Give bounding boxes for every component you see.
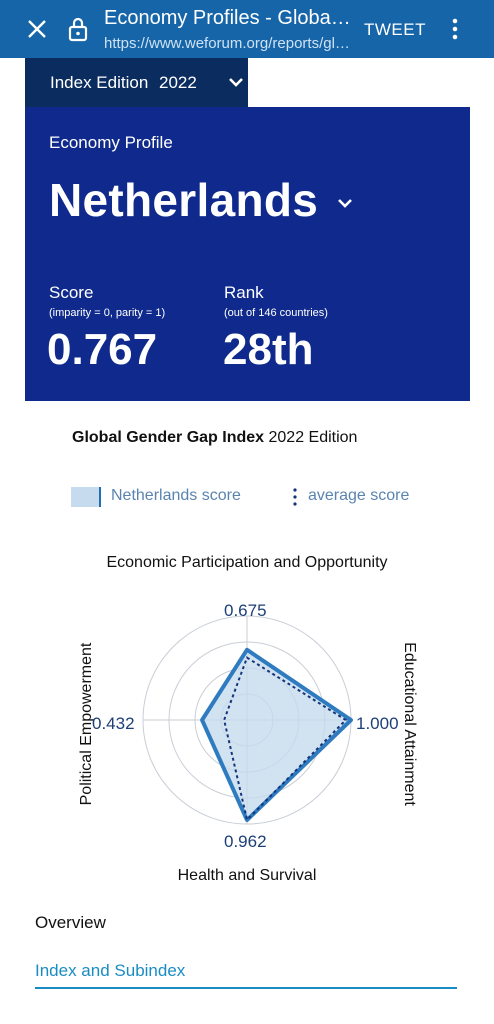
radar-series-country: [200, 647, 353, 823]
legend-average-label: average score: [308, 487, 410, 504]
tab-index-subindex[interactable]: Index and Subindex: [35, 961, 186, 980]
value-label-economic: 0.675: [224, 601, 267, 620]
active-tab-indicator: [35, 987, 457, 989]
index-title-name: Global Gender Gap Index: [72, 429, 265, 446]
index-edition-select[interactable]: Index Edition 2022: [25, 58, 248, 107]
rank-label: Rank: [224, 283, 264, 302]
axis-label-economic: Economic Participation and Opportunity: [106, 554, 388, 571]
tab-overview[interactable]: Overview: [35, 913, 106, 932]
rank-total-note: (out of 146 countries): [224, 307, 328, 319]
axis-label-health: Health and Survival: [177, 867, 317, 884]
score-scale-note: (imparity = 0, parity = 1): [49, 307, 166, 319]
browser-toolbar: Economy Profiles - Global Gender Gap Rep…: [0, 0, 494, 58]
legend-country-label: Netherlands score: [111, 487, 241, 504]
index-edition-year: 2022: [159, 73, 197, 92]
legend-country-swatch: [71, 487, 101, 507]
country-name-select[interactable]: Netherlands: [49, 174, 319, 226]
index-title: Global Gender Gap Index 2022 Edition: [72, 429, 357, 447]
economy-profile-card: Economy Profile Netherlands Score (impar…: [25, 107, 470, 401]
index-title-edition: 2022 Edition: [264, 429, 358, 446]
close-icon[interactable]: [24, 16, 50, 42]
rank-value: 28th: [223, 325, 314, 374]
value-label-educational: 1.000: [356, 714, 399, 733]
more-vert-icon[interactable]: [450, 16, 460, 42]
economy-profile-label: Economy Profile: [49, 133, 173, 152]
legend-average-marker: [293, 488, 297, 506]
chevron-down-icon[interactable]: [336, 197, 354, 209]
index-edition-label: Index Edition: [50, 73, 149, 92]
lock-icon[interactable]: [66, 16, 90, 42]
value-label-political: 0.432: [92, 714, 135, 733]
chevron-down-icon: [229, 78, 243, 87]
score-label: Score: [49, 283, 94, 302]
value-label-health: 0.962: [224, 832, 267, 851]
tweet-button[interactable]: TWEET: [364, 20, 426, 39]
axis-label-educational: Educational Attainment: [401, 642, 418, 806]
score-value: 0.767: [47, 325, 158, 374]
